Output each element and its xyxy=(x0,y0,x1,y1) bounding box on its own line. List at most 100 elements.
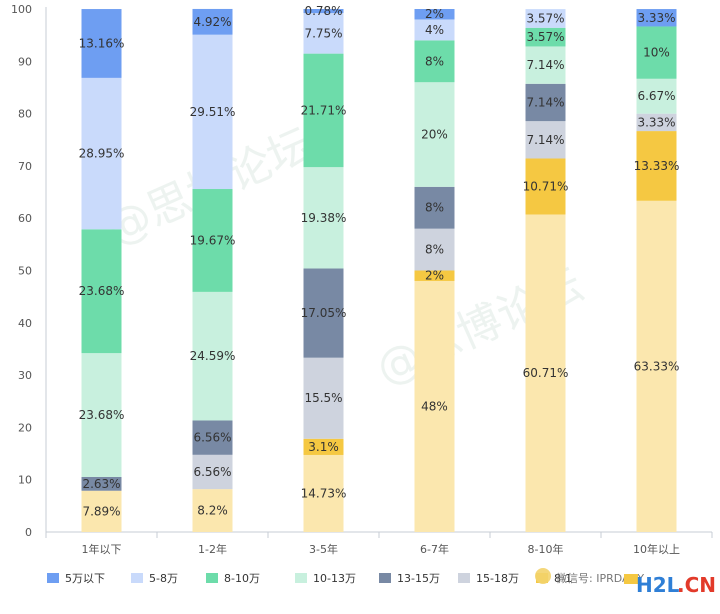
data-label: 7.89% xyxy=(82,504,120,518)
bar-segment xyxy=(192,34,233,190)
bar-segment xyxy=(303,9,344,14)
data-label: 4% xyxy=(425,23,444,37)
data-label: 63.33% xyxy=(634,359,680,373)
bar-segment xyxy=(303,357,344,439)
legend-label: 10-13万 xyxy=(313,572,356,585)
bar-segment xyxy=(81,476,122,491)
bar-segment xyxy=(192,8,233,35)
y-tick-label: 40 xyxy=(18,317,32,330)
data-label: 3.33% xyxy=(637,115,675,129)
bar-segment xyxy=(636,26,677,79)
bar-segment xyxy=(636,113,677,132)
y-tick-label: 10 xyxy=(18,474,32,487)
data-label: 3.57% xyxy=(526,11,564,25)
legend-swatch xyxy=(206,573,218,583)
data-label: 2.63% xyxy=(82,477,120,491)
x-tick-label: 10年以上 xyxy=(633,542,680,556)
y-tick-label: 30 xyxy=(18,369,32,382)
bar-segment xyxy=(303,13,344,54)
wechat-logo-icon xyxy=(535,568,551,584)
data-label: 8% xyxy=(425,201,444,215)
data-label: 3.33% xyxy=(637,11,675,25)
footer-color-chip xyxy=(624,574,638,584)
y-tick-label: 80 xyxy=(18,108,32,121)
bars-layer xyxy=(81,8,677,532)
data-label: 10.71% xyxy=(523,179,569,193)
bar-segment xyxy=(414,270,455,281)
data-label: 23.68% xyxy=(79,284,125,298)
bar-segment xyxy=(636,78,677,114)
bar-segment xyxy=(525,214,566,532)
bar-segment xyxy=(414,40,455,83)
data-label: 0.78% xyxy=(304,4,342,18)
x-tick-label: 3-5年 xyxy=(309,542,338,556)
data-label: 8% xyxy=(425,54,444,68)
data-label: 6.56% xyxy=(193,465,231,479)
y-tick-label: 60 xyxy=(18,212,32,225)
data-label: 7.14% xyxy=(526,133,564,147)
bar-segment xyxy=(525,27,566,47)
data-label: 48% xyxy=(421,399,448,413)
bar-segment xyxy=(414,280,455,532)
labels-layer: 7.89% 2.63% 23.68% 23.68% 28.95% 13.16% 8.2% 6.… xyxy=(79,4,680,518)
data-label: 23.68% xyxy=(79,408,125,422)
legend-label: 5万以下 xyxy=(65,572,105,585)
data-label: 8.2% xyxy=(197,504,228,518)
bar-segment xyxy=(414,82,455,187)
data-label: 8% xyxy=(425,243,444,257)
legend-label: 13-15万 xyxy=(397,572,440,585)
data-label: 2% xyxy=(425,269,444,283)
legend-swatch xyxy=(379,573,391,583)
data-label: 24.59% xyxy=(190,349,236,363)
bar-segment xyxy=(303,53,344,168)
bar-segment xyxy=(192,489,233,532)
data-label: 7.14% xyxy=(526,58,564,72)
x-tick-label: 6-7年 xyxy=(420,542,449,556)
bar-segment xyxy=(525,46,566,84)
axis-layer: 0 10 20 30 40 50 60 70 80 90 100 1年以下 1-2年 3-5年 6-7年 8-… xyxy=(11,3,713,556)
y-tick-label: 90 xyxy=(18,55,32,68)
bar-segment xyxy=(414,186,455,229)
legend-swatch xyxy=(131,573,143,583)
data-label: 19.38% xyxy=(301,211,347,225)
bar-segment xyxy=(636,131,677,201)
x-tick-label: 1年以下 xyxy=(82,542,122,556)
bar-segment xyxy=(81,229,122,354)
data-label: 4.92% xyxy=(193,15,231,29)
bar-segment xyxy=(303,438,344,455)
data-label: 19.67% xyxy=(190,233,236,247)
x-tick-label: 8-10年 xyxy=(528,542,564,556)
data-label: 29.51% xyxy=(190,105,236,119)
bar-segment xyxy=(303,454,344,532)
data-label: 7.75% xyxy=(304,26,342,40)
legend-label: 8-10万 xyxy=(224,572,260,585)
data-label: 6.56% xyxy=(193,431,231,445)
bar-segment xyxy=(303,167,344,269)
bar-segment xyxy=(525,158,566,215)
bar-segment xyxy=(525,121,566,159)
bar-segment xyxy=(192,189,233,292)
y-tick-label: 50 xyxy=(18,265,32,278)
data-label: 7.14% xyxy=(526,95,564,109)
data-label: 28.95% xyxy=(79,147,125,161)
bar-segment xyxy=(414,9,455,20)
brand-logo-cn: .CN xyxy=(677,573,716,597)
legend-swatch xyxy=(295,573,307,583)
data-label: 6.67% xyxy=(637,89,675,103)
y-tick-label: 0 xyxy=(25,526,32,539)
bar-segment xyxy=(525,9,566,28)
legend-label: 15-18万 xyxy=(476,572,519,585)
y-tick-label: 20 xyxy=(18,421,32,434)
x-tick-label: 1-2年 xyxy=(198,542,227,556)
bar-segment xyxy=(81,490,122,532)
bar-segment xyxy=(192,454,233,490)
data-label: 60.71% xyxy=(523,366,569,380)
y-tick-label: 70 xyxy=(18,160,32,173)
brand-logo-h2l: H2L xyxy=(636,573,680,597)
bar-segment xyxy=(414,228,455,271)
data-label: 3.57% xyxy=(526,30,564,44)
bar-segment xyxy=(636,200,677,532)
bar-segment xyxy=(81,77,122,230)
bar-segment xyxy=(303,268,344,358)
